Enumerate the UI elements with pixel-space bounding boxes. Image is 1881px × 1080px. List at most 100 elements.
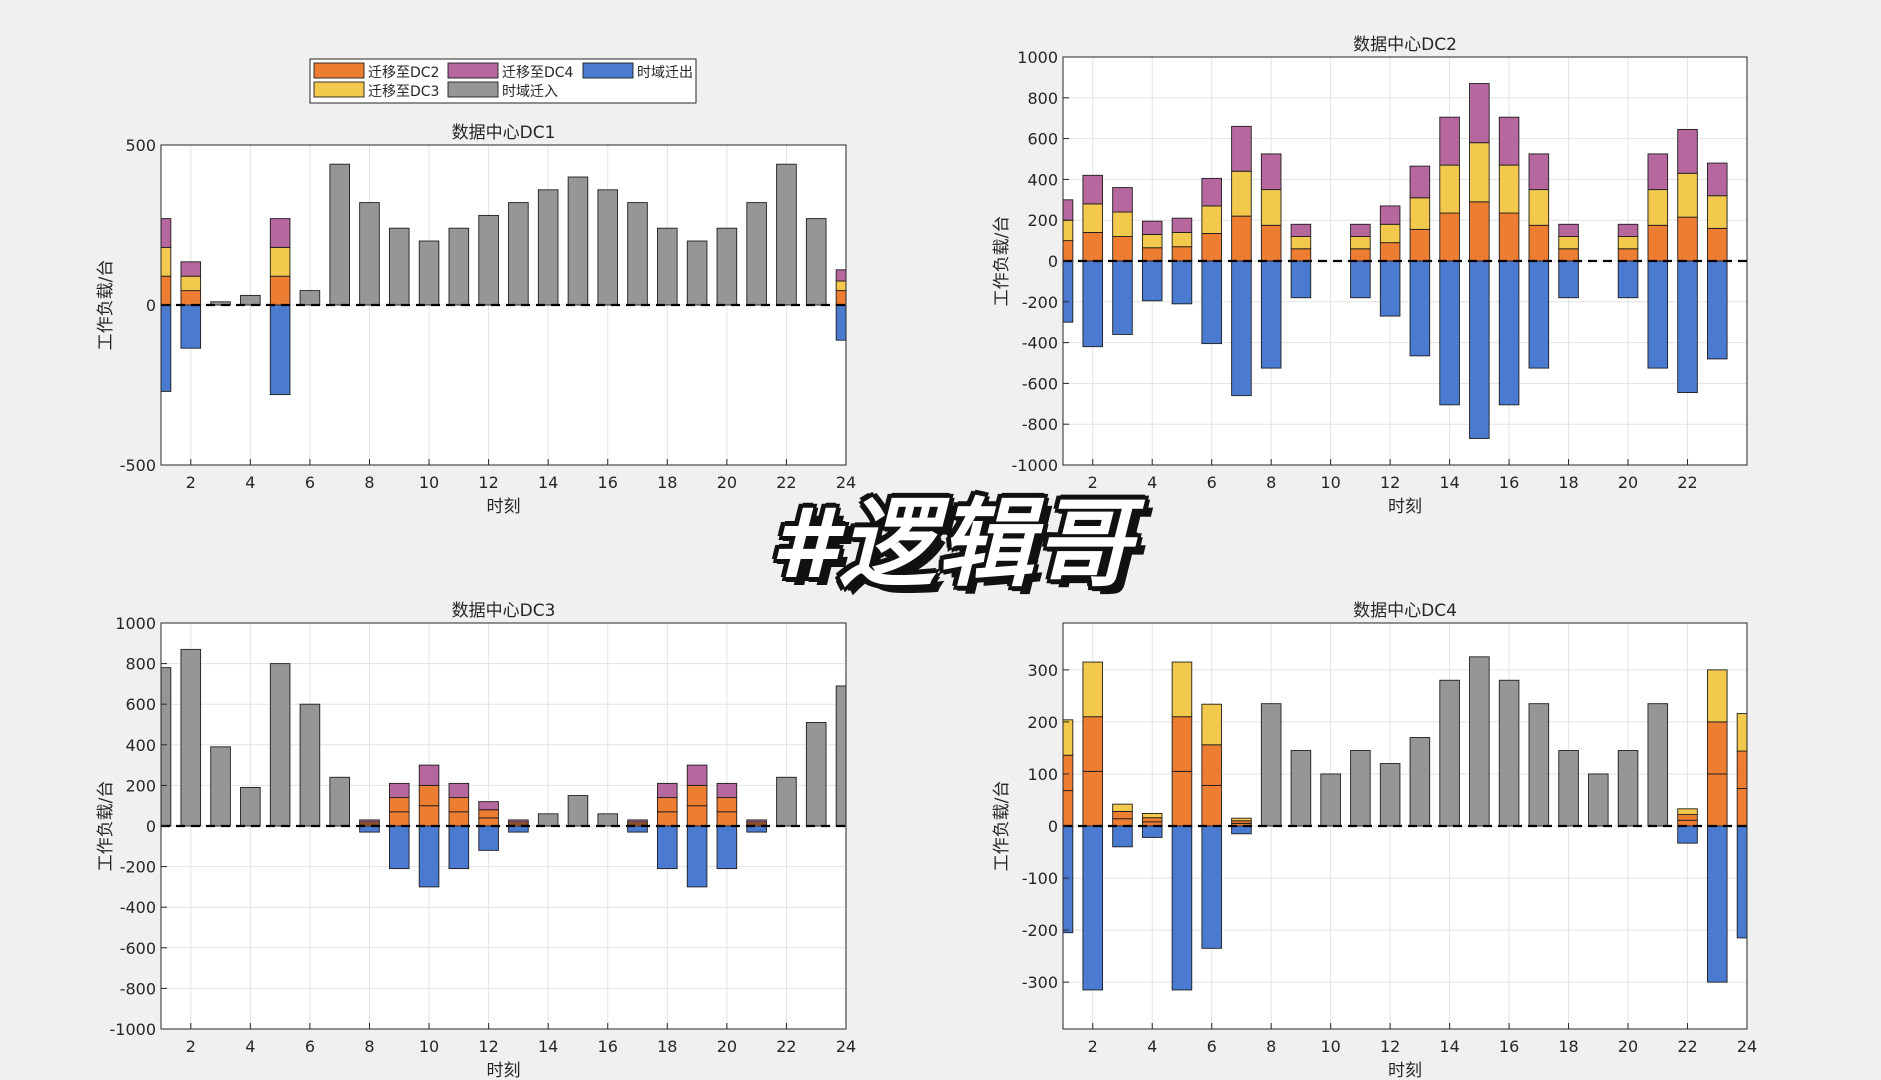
chart-panel-3: 2 4 6 8 10 12 14 16 18 20 22 24-1000-800-600-400-20… (96, 601, 856, 1080)
bar-segment (388, 811, 410, 827)
bar-segment (1141, 813, 1163, 819)
bar-segment (657, 227, 678, 306)
bar-segment (180, 304, 202, 349)
y-tick-label: 300 (1027, 661, 1058, 680)
bar-segment (1063, 219, 1074, 242)
bar-segment (1171, 716, 1193, 772)
bar-segment (210, 301, 231, 306)
x-tick-label: 18 (1558, 1037, 1578, 1056)
bar-segment (1201, 233, 1222, 262)
bar-segment (1439, 164, 1460, 214)
bar-segment (1350, 260, 1371, 299)
legend-swatch (313, 81, 365, 98)
bar-segment (1409, 228, 1431, 262)
x-tick-label: 12 (478, 473, 498, 492)
y-axis-label: 工作负载/台 (96, 781, 116, 872)
bar-segment (537, 189, 559, 306)
bar-segment (1677, 128, 1698, 174)
bar-segment (1171, 246, 1193, 262)
x-tick-label: 18 (1558, 473, 1578, 492)
bar-segment (161, 275, 172, 306)
y-tick-label: 600 (1027, 130, 1058, 149)
bar-segment (1082, 716, 1104, 772)
x-tick-label: 20 (717, 1037, 737, 1056)
x-tick-label: 8 (1266, 1037, 1276, 1056)
bar-segment (1063, 825, 1074, 934)
x-tick-label: 22 (1677, 1037, 1697, 1056)
bar-segment (478, 801, 499, 811)
x-axis-label: 时刻 (487, 497, 521, 517)
bar-segment (1617, 750, 1639, 827)
bar-segment (746, 819, 767, 823)
chart-title: 数据中心DC3 (452, 601, 556, 621)
y-tick-label: 200 (1027, 211, 1058, 230)
bar-segment (240, 786, 261, 827)
y-tick-label: -100 (1022, 869, 1058, 888)
x-tick-label: 16 (598, 1037, 618, 1056)
x-tick-label: 6 (305, 1037, 315, 1056)
bar-segment (1588, 773, 1609, 827)
bar-segment (1201, 205, 1222, 234)
y-tick-label: -300 (1022, 973, 1058, 992)
bar-segment (686, 784, 708, 807)
x-tick-label: 6 (305, 473, 315, 492)
bar-segment (1617, 248, 1639, 262)
bar-segment (161, 246, 172, 277)
bar-segment (1528, 189, 1550, 226)
x-tick-label: 24 (836, 1037, 856, 1056)
bar-segment (1706, 773, 1728, 827)
bar-segment (1350, 236, 1371, 250)
bar-segment (1469, 142, 1490, 203)
x-tick-label: 14 (538, 1037, 558, 1056)
bar-segment (1082, 260, 1104, 348)
bar-segment (835, 304, 846, 341)
legend-entry-label: 迁移至DC3 (368, 84, 439, 100)
y-tick-label: -200 (1022, 293, 1058, 312)
bars (161, 163, 846, 396)
bar-segment (161, 218, 172, 248)
bar-segment (1290, 223, 1312, 237)
y-tick-label: 0 (146, 296, 156, 315)
bar-segment (716, 227, 738, 306)
bar-segment (1469, 656, 1490, 827)
bar-segment (269, 663, 291, 827)
bar-segment (627, 819, 648, 823)
bar-segment (1617, 236, 1639, 250)
bar-segment (418, 825, 440, 888)
bar-segment (1141, 260, 1163, 302)
bar-segment (1677, 260, 1698, 394)
x-tick-label: 18 (657, 1037, 677, 1056)
x-tick-label: 10 (1320, 1037, 1340, 1056)
bar-segment (1082, 203, 1104, 233)
bar-segment (508, 202, 529, 306)
bar-segment (1439, 260, 1460, 406)
bar-segment (1677, 825, 1698, 844)
x-tick-label: 10 (419, 1037, 439, 1056)
bar-segment (1439, 116, 1460, 166)
bar-segment (210, 746, 231, 827)
legend-swatch (313, 62, 365, 79)
bar-segment (1112, 187, 1133, 213)
y-tick-label: 400 (1027, 170, 1058, 189)
bar-segment (835, 280, 846, 292)
legend-swatch (447, 81, 499, 98)
bar-segment (1201, 825, 1222, 949)
bar-segment (1082, 770, 1104, 827)
bar-segment (597, 813, 619, 827)
bar-segment (1201, 703, 1222, 746)
bar-segment (388, 782, 410, 799)
bar-segment (418, 764, 440, 786)
bar-segment (161, 304, 172, 392)
bar-segment (1558, 223, 1579, 237)
bar-segment (1350, 248, 1371, 262)
bar-segment (1528, 260, 1550, 369)
bar-segment (269, 275, 291, 306)
bars (1063, 83, 1728, 439)
x-tick-label: 22 (776, 1037, 796, 1056)
y-tick-label: -200 (120, 858, 156, 877)
bar-segment (716, 782, 738, 799)
legend-swatch (582, 62, 634, 79)
bar-segment (180, 290, 202, 306)
bar-segment (1290, 750, 1312, 827)
